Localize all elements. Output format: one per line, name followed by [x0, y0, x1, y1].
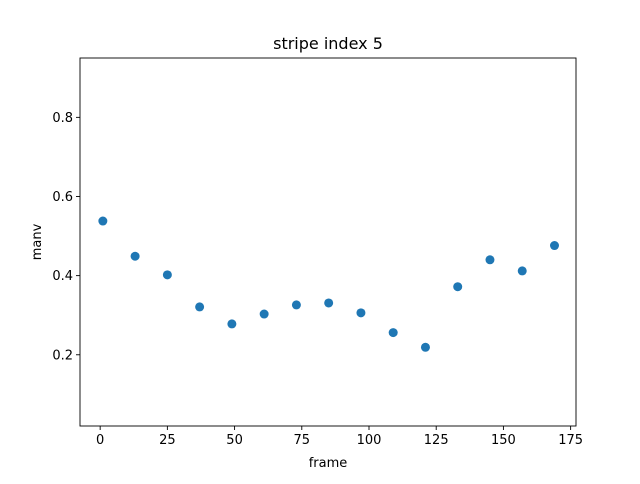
data-point [453, 282, 463, 292]
data-point [324, 298, 334, 308]
data-point [259, 309, 269, 319]
y-tick-label: 0.8 [52, 111, 73, 126]
x-tick-label: 75 [294, 433, 311, 448]
x-tick-label: 100 [357, 433, 382, 448]
x-tick-label: 175 [558, 433, 583, 448]
data-points [98, 216, 559, 352]
x-tick-label: 0 [96, 433, 104, 448]
data-point [291, 300, 301, 310]
plot-area [79, 57, 577, 427]
x-tick-label: 150 [491, 433, 516, 448]
x-tick-label: 50 [226, 433, 243, 448]
y-tick-label: 0.4 [52, 269, 73, 284]
x-axis: 0 25 50 75 100 125 150 175 [96, 426, 583, 448]
y-axis-label: manv [30, 223, 45, 260]
y-tick-label: 0.2 [52, 348, 73, 363]
data-point [517, 266, 527, 276]
data-point [98, 216, 108, 226]
data-point [485, 255, 495, 265]
data-point [162, 270, 172, 280]
x-tick-label: 25 [159, 433, 176, 448]
chart-title: stripe index 5 [273, 34, 383, 53]
y-tick-label: 0.6 [52, 190, 73, 205]
data-point [130, 251, 140, 261]
y-axis: 0.2 0.4 0.6 0.8 [52, 111, 80, 363]
data-point [356, 308, 366, 318]
data-point [388, 328, 398, 338]
data-point [420, 342, 430, 352]
x-tick-label: 125 [424, 433, 449, 448]
plot-frame [79, 57, 577, 427]
x-axis-label: frame [309, 456, 348, 471]
data-point [549, 241, 559, 251]
data-point [227, 319, 237, 329]
data-point [195, 302, 205, 312]
